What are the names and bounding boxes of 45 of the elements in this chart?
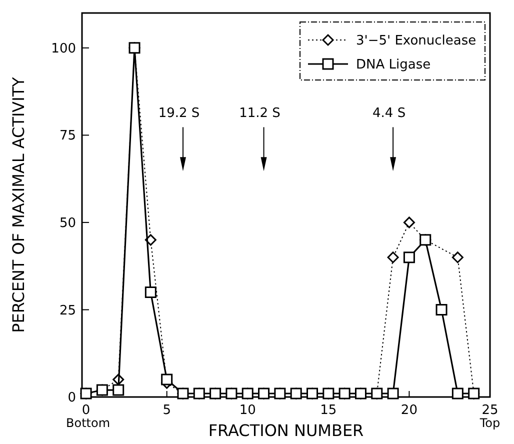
point — [193, 388, 205, 400]
point — [80, 388, 92, 400]
point — [468, 388, 480, 400]
y-tick-label: 25 — [59, 303, 76, 318]
point — [452, 388, 464, 400]
point — [128, 42, 140, 54]
point — [403, 252, 415, 264]
point — [436, 304, 448, 316]
point — [290, 388, 302, 400]
point — [354, 388, 366, 400]
y-tick-label: 0 — [68, 390, 76, 406]
ref-line-label: 4.4 S — [372, 106, 406, 122]
point — [338, 388, 350, 400]
point — [322, 388, 334, 400]
x-tick-label: 0 — [82, 403, 90, 418]
y-tick-label: 100 — [51, 41, 76, 56]
text: Top — [478, 416, 500, 430]
point — [112, 384, 124, 396]
x-tick-label: 25 — [482, 403, 498, 418]
text: Bottom — [66, 416, 110, 430]
legend-label: 3'−5' Exonuclease — [356, 34, 476, 49]
y-axis-title: PERCENT OF MAXIMAL ACTIVITY — [9, 76, 28, 333]
ref-line-label: 11.2 S — [239, 106, 280, 122]
legend-label: DNA Ligase — [356, 58, 431, 73]
x-tick-label: 10 — [239, 403, 256, 418]
point — [387, 388, 399, 400]
ref-line-label: 19.2 S — [158, 106, 200, 122]
point — [274, 388, 286, 400]
x-tick-label: 5 — [162, 403, 171, 418]
point — [242, 388, 254, 400]
x-tick-label: 15 — [320, 403, 337, 418]
point — [371, 388, 383, 400]
point — [144, 286, 156, 298]
y-tick-label: 75 — [59, 128, 76, 144]
point — [306, 388, 318, 400]
y-tick-label: 50 — [59, 216, 76, 232]
point — [420, 234, 432, 246]
point — [226, 388, 238, 400]
point — [210, 388, 222, 400]
x-axis-title: FRACTION NUMBER — [208, 421, 364, 440]
point — [258, 388, 270, 400]
point — [96, 384, 108, 396]
point — [161, 374, 173, 386]
x-tick-label: 20 — [400, 403, 418, 418]
point — [177, 388, 189, 400]
